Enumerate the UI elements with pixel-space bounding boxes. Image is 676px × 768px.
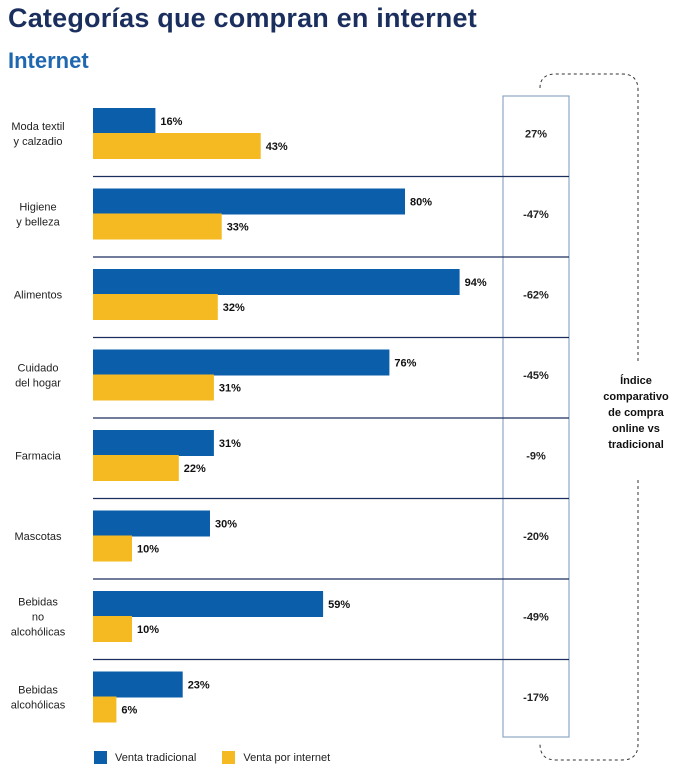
index-value-8: -17%: [523, 692, 549, 704]
bar-traditional-7: [93, 591, 324, 617]
chart-subtitle: Internet: [8, 48, 89, 73]
category-label-7-line-3: alcohólicas: [11, 627, 66, 639]
index-note-line-2: comparativo: [603, 391, 669, 403]
legend-swatch-traditional: [94, 751, 107, 764]
legend-item-internet: Venta por internet: [222, 751, 330, 764]
value-label-traditional-3: 94%: [465, 277, 487, 289]
category-label-8-line-1: Bebidas: [18, 685, 58, 697]
bar-traditional-6: [93, 510, 210, 537]
bar-internet-7: [93, 616, 132, 642]
bar-internet-3: [93, 294, 218, 320]
index-value-6: -20%: [523, 531, 549, 543]
bar-internet-1: [93, 133, 261, 159]
category-label-7-line-2: no: [32, 612, 44, 624]
category-label-3-line-1: Alimentos: [14, 290, 63, 302]
index-note-line-5: tradicional: [608, 439, 664, 451]
value-label-traditional-8: 23%: [188, 680, 210, 692]
index-value-3: -62%: [523, 290, 549, 302]
value-label-internet-7: 10%: [137, 624, 159, 636]
value-label-traditional-6: 30%: [215, 519, 237, 531]
bar-traditional-1: [93, 108, 156, 134]
value-label-internet-4: 31%: [219, 383, 241, 395]
index-value-5: -9%: [526, 451, 546, 463]
legend-label-internet: Venta por internet: [243, 751, 331, 764]
index-box: [502, 95, 570, 738]
category-label-2-line-2: y belleza: [16, 217, 60, 229]
bar-internet-4: [93, 374, 214, 401]
legend-item-traditional: Venta tradicional: [94, 751, 196, 764]
category-label-8-line-2: alcohólicas: [11, 700, 66, 712]
bar-traditional-8: [93, 671, 183, 698]
value-label-traditional-5: 31%: [219, 438, 241, 450]
category-label-4-line-1: Cuidado: [18, 363, 59, 375]
page-title: Categorías que compran en internet: [8, 3, 477, 33]
chart-legend: Venta tradicional Venta por internet: [94, 751, 356, 764]
index-note-line-4: online vs: [612, 423, 660, 435]
legend-swatch-internet: [222, 751, 236, 764]
index-note-line-1: Índice: [620, 374, 652, 387]
category-label-5-line-1: Farmacia: [15, 451, 62, 463]
value-label-traditional-4: 76%: [394, 358, 416, 370]
index-value-7: -49%: [523, 612, 549, 624]
value-label-internet-3: 32%: [223, 302, 245, 314]
bar-internet-6: [93, 535, 132, 562]
category-label-1-line-1: Moda textil: [11, 121, 64, 133]
value-label-internet-8: 6%: [121, 705, 137, 717]
category-label-1-line-2: y calzadio: [14, 136, 63, 148]
index-note-line-3: de compra: [608, 407, 665, 419]
legend-label-traditional: Venta tradicional: [115, 751, 197, 764]
value-label-traditional-7: 59%: [328, 599, 350, 611]
bar-internet-5: [93, 455, 179, 481]
bracket-top: [539, 73, 639, 362]
value-label-internet-6: 10%: [137, 544, 159, 556]
bar-traditional-4: [93, 349, 390, 376]
category-label-6-line-1: Mascotas: [14, 531, 62, 543]
category-label-7-line-1: Bebidas: [18, 597, 58, 609]
bar-traditional-3: [93, 269, 460, 295]
value-label-internet-5: 22%: [184, 463, 206, 475]
bar-internet-2: [93, 213, 222, 240]
value-label-traditional-1: 16%: [160, 116, 182, 128]
category-label-4-line-2: del hogar: [15, 378, 61, 390]
bar-internet-8: [93, 696, 117, 723]
index-value-4: -45%: [523, 370, 549, 382]
bar-traditional-2: [93, 188, 405, 215]
value-label-traditional-2: 80%: [410, 197, 432, 209]
bracket-bottom: [539, 480, 639, 761]
category-label-2-line-1: Higiene: [19, 202, 56, 214]
value-label-internet-2: 33%: [227, 222, 249, 234]
index-value-1: 27%: [525, 129, 547, 141]
index-value-2: -47%: [523, 209, 549, 221]
bar-traditional-5: [93, 430, 214, 456]
value-label-internet-1: 43%: [266, 141, 288, 153]
